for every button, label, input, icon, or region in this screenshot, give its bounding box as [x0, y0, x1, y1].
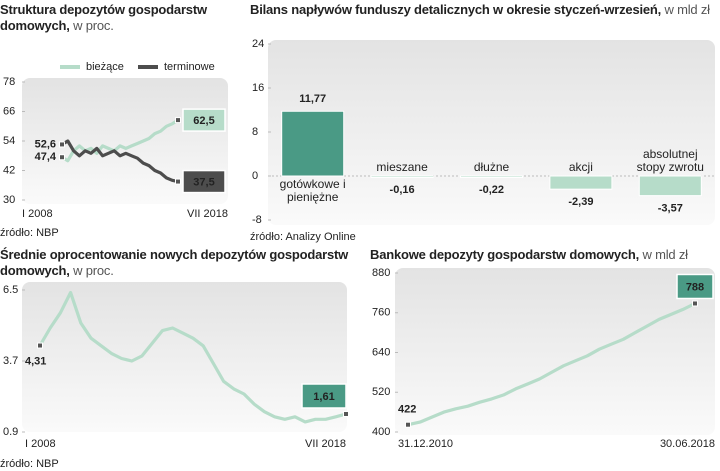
source: źródło: NBP [0, 227, 59, 239]
title-block: Średnie oprocentowanie nowych depozytów … [0, 247, 362, 279]
y-tick-label: 30 [3, 194, 15, 206]
chart-title: Średnie oprocentowanie nowych depozytów … [0, 247, 349, 278]
point-marker [59, 141, 65, 148]
x-tick-label: 31.12.2010 [398, 438, 453, 450]
line-series [38, 290, 347, 424]
value-label: 47,4 [35, 151, 57, 163]
category-box: absolutnej stopy zwrotu [636, 147, 704, 174]
chart-subtitle: w mld zł [642, 247, 688, 262]
line-series [61, 118, 179, 163]
value-label: 37,5 [193, 176, 214, 188]
chart-subtitle: w proc. [73, 263, 114, 278]
value-label: -0,22 [479, 184, 504, 196]
title-block: Struktura depozytów gospodarstw domowych… [0, 2, 235, 34]
value-label: 11,77 [299, 93, 326, 105]
y-tick-label: 640 [372, 346, 390, 358]
value-label: 52,6 [35, 138, 56, 150]
chart-title: Bilans napływów funduszy detalicznych w … [250, 2, 662, 17]
x-tick-label: I 2008 [25, 438, 56, 450]
y-tick-label: 8 [252, 126, 258, 138]
y-tick-label: 6.5 [3, 284, 18, 296]
value-label: 4,31 [25, 355, 46, 367]
y-tick-label: 400 [372, 426, 390, 438]
value-label: -2,39 [568, 196, 593, 208]
legend-label: bieżące [86, 61, 124, 73]
y-tick-label: 16 [252, 82, 264, 94]
panel [395, 268, 715, 435]
bar [460, 175, 523, 178]
category-box: dłużne [473, 160, 510, 174]
chart-title: Bankowe depozyty gospodarstw domowych, [370, 247, 640, 262]
label-box [676, 273, 714, 300]
category-box: mieszane [376, 160, 428, 174]
bar [549, 175, 613, 190]
legend-label: terminowe [164, 61, 215, 73]
y-tick-label: 0 [252, 170, 258, 182]
value-label: 62,5 [193, 115, 214, 127]
point-marker [59, 154, 65, 161]
y-tick-label: 880 [372, 267, 390, 279]
label-box [182, 169, 226, 194]
y-tick-label: 54 [3, 135, 15, 147]
value-label: -3,57 [658, 203, 683, 215]
category-box: akcji [568, 160, 593, 174]
x-tick-label: absolutnej stopy zwrotu [636, 147, 704, 174]
value-label: 788 [686, 281, 704, 293]
label-box [182, 108, 226, 132]
x-tick-label: dłużne [473, 160, 510, 174]
category-box: gotówkowe i pieniężne [279, 178, 346, 204]
bar [281, 110, 345, 177]
x-tick-label: I 2008 [22, 208, 53, 220]
chart-subtitle: w proc. [73, 18, 114, 33]
point-marker [692, 300, 698, 307]
y-tick-label: 3.7 [3, 355, 18, 367]
y-tick-label: 520 [372, 386, 390, 398]
panel [22, 282, 347, 432]
value-label: 1,61 [313, 391, 334, 403]
x-tick-label: VII 2018 [187, 208, 228, 220]
source: źródło: Analizy Online [250, 231, 356, 243]
x-tick-label: akcji [568, 160, 593, 174]
point-marker [37, 342, 43, 349]
line-series [61, 139, 179, 184]
x-tick-label: VII 2018 [305, 438, 346, 450]
point-marker [343, 410, 349, 417]
x-tick-label: gotówkowe i pieniężne [279, 178, 346, 204]
panel [22, 78, 228, 204]
value-label: 422 [398, 404, 416, 416]
bar [638, 175, 702, 197]
title-block: Bilans napływów funduszy detalicznych w … [250, 2, 710, 18]
x-tick-label: 30.06.2018 [660, 438, 715, 450]
x-tick-label: mieszane [376, 160, 428, 174]
chart-title: Struktura depozytów gospodarstw domowych… [0, 2, 207, 33]
y-tick-label: 66 [3, 105, 15, 117]
y-tick-label: 78 [3, 76, 15, 88]
y-tick-label: 42 [3, 164, 15, 176]
value-label: -0,16 [390, 184, 415, 196]
point-marker [175, 117, 181, 124]
point-marker [175, 178, 181, 185]
y-tick-label: 760 [372, 307, 390, 319]
y-tick-label: -8 [252, 214, 262, 226]
line-series [407, 302, 696, 427]
chart-subtitle: w mld zł [664, 2, 711, 17]
bar [370, 175, 434, 178]
title-block: Bankowe depozyty gospodarstw domowych, w… [370, 247, 720, 263]
source: źródło: NBP [0, 458, 59, 470]
y-tick-label: 0.9 [3, 426, 18, 438]
y-tick-label: 24 [252, 38, 264, 50]
label-box [301, 383, 347, 409]
point-marker [405, 421, 411, 428]
